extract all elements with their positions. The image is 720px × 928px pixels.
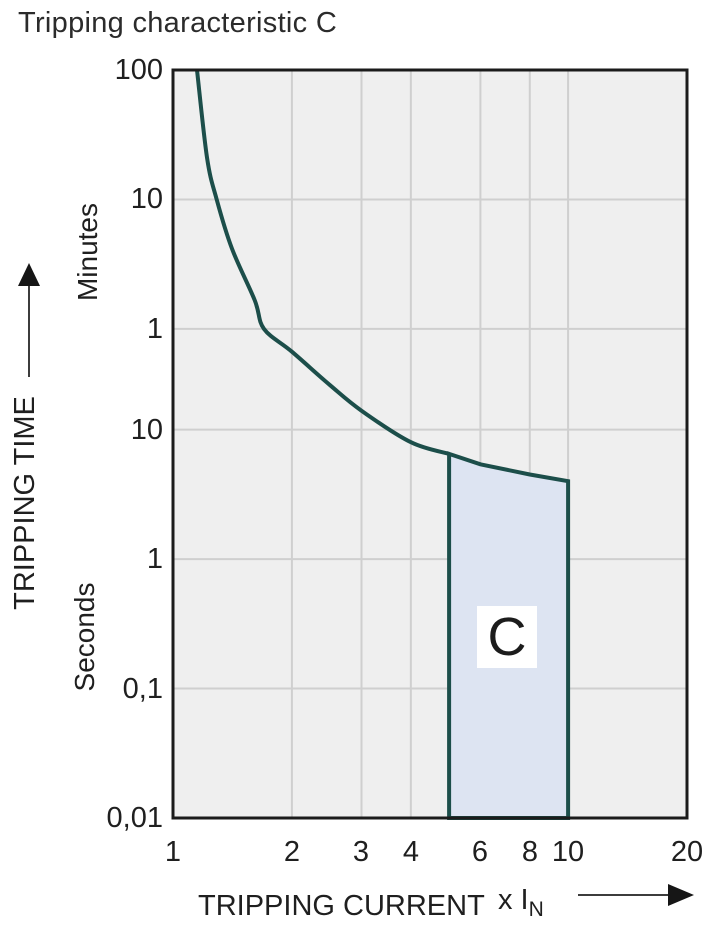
chart-title: Tripping characteristic C: [18, 7, 338, 39]
region-label: C: [487, 607, 527, 667]
x-tick-label: 4: [402, 836, 420, 868]
current-axis-right-arrow-icon: [578, 884, 694, 906]
right-arrow-line: [578, 894, 670, 896]
x-axis-unit-text: x I: [498, 884, 529, 916]
right-arrowhead: [668, 884, 694, 906]
region-label-box: C: [477, 606, 537, 668]
y-tick-label: 0,01: [106, 802, 163, 834]
up-arrowhead: [18, 263, 40, 286]
plot-background: [173, 70, 687, 818]
y-tick-label: 100: [114, 54, 163, 86]
x-tick-label: 20: [670, 836, 704, 868]
y-tick-label: 1: [146, 543, 163, 575]
x-axis-title: TRIPPING CURRENT: [198, 890, 485, 922]
time-axis-up-arrow-icon: [18, 263, 40, 377]
x-tick-label: 3: [352, 836, 370, 868]
y-tick-label: 10: [130, 414, 163, 446]
x-tick-label: 1: [164, 836, 182, 868]
plot-frame: [171, 68, 689, 820]
x-tick-label: 6: [471, 836, 489, 868]
x-axis-unit-subscript: N: [528, 897, 544, 921]
y-tick-label: 0,1: [122, 673, 163, 705]
x-tick-label: 10: [551, 836, 585, 868]
y-tick-label: 1: [146, 313, 163, 345]
tripping-curve: [195, 69, 450, 456]
x-axis-unit: x IN: [498, 884, 544, 920]
y-axis-title: TRIPPING TIME: [9, 396, 41, 610]
x-tick-label: 2: [283, 836, 301, 868]
up-arrow-line: [28, 286, 30, 377]
x-tick-label: 8: [521, 836, 539, 868]
y-tick-label: 10: [130, 183, 163, 215]
